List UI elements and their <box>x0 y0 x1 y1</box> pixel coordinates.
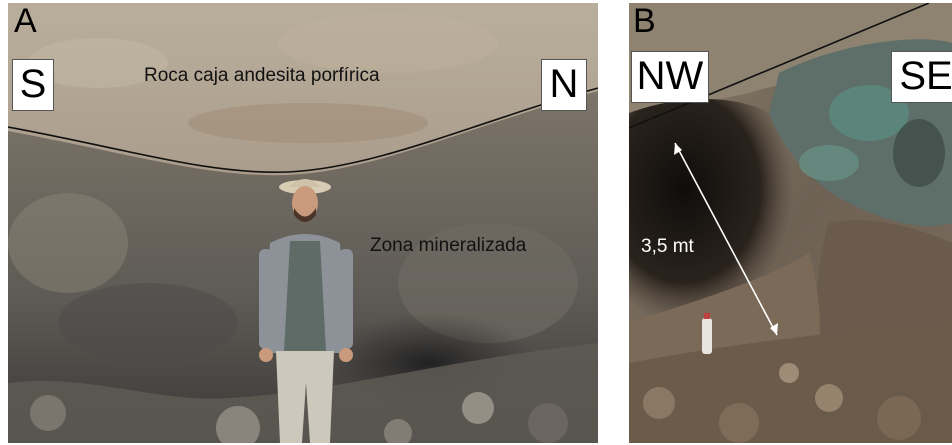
orientation-north-label: N <box>541 59 587 111</box>
cavity-area <box>629 98 812 324</box>
panel-a-photo: A S N Roca caja andesita porfírica Zona … <box>8 3 598 443</box>
measurement-arrow <box>674 142 778 336</box>
geologist-figure <box>259 179 353 443</box>
measurement-label: 3,5 mt <box>641 236 694 257</box>
contact-line <box>8 87 598 174</box>
orientation-south-label: S <box>12 59 54 111</box>
trousers <box>276 351 334 443</box>
panel-b-letter: B <box>633 3 656 40</box>
mineralized-zone-label: Zona mineralizada <box>370 235 527 256</box>
orientation-southeast-label: SE <box>891 51 952 103</box>
panel-b-contact-line <box>629 3 930 129</box>
panel-a-letter: A <box>14 3 37 40</box>
host-rock-label: Roca caja andesita porfírica <box>144 65 380 86</box>
orientation-northwest-label: NW <box>631 51 709 103</box>
panel-b-photo: B NW SE 3,5 mt <box>629 3 952 443</box>
panel-a-scene <box>8 3 598 443</box>
water-bottle <box>702 318 712 354</box>
